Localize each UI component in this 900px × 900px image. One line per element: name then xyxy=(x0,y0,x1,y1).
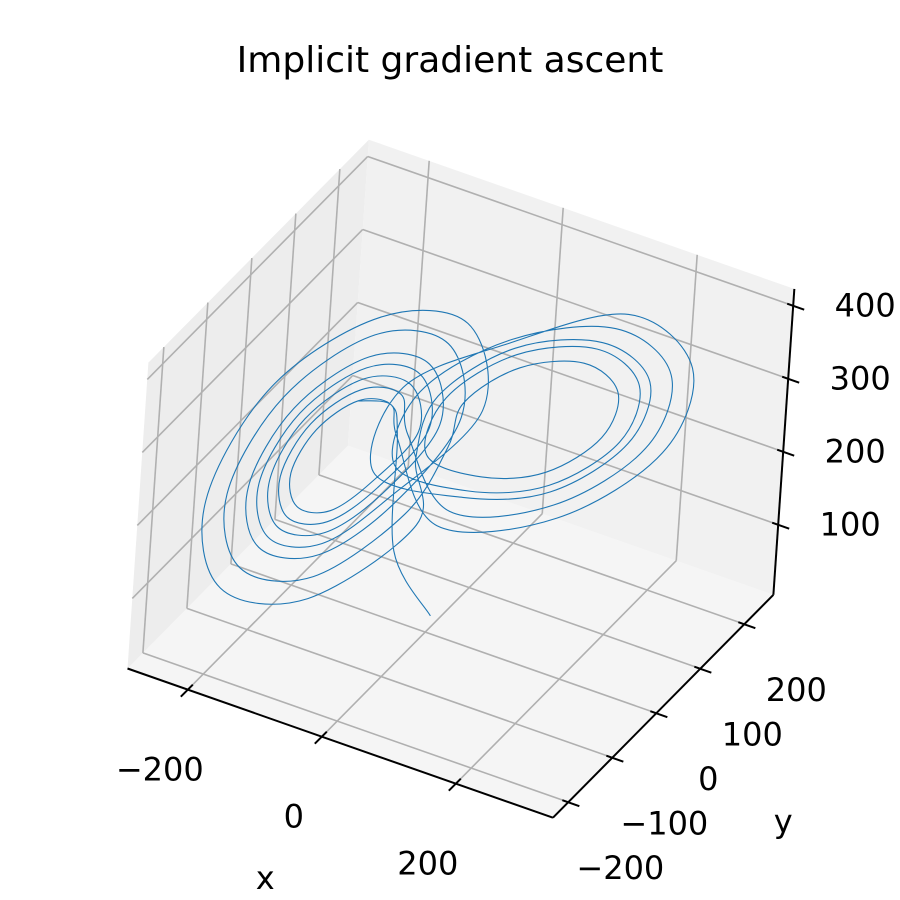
y-grid-line xyxy=(274,213,297,520)
trajectory xyxy=(201,309,695,617)
x-grid-line xyxy=(455,560,677,785)
y-grid-line xyxy=(142,347,165,653)
z-tick xyxy=(786,302,805,311)
z-tick-label: 100 xyxy=(820,506,881,544)
x-grid-line xyxy=(541,207,564,514)
y-tick-label: −100 xyxy=(620,805,708,843)
x-axis xyxy=(127,667,554,819)
y-axis-label: y xyxy=(774,802,793,840)
x-tick xyxy=(180,683,194,698)
z-grid-line xyxy=(362,228,789,380)
y-tick xyxy=(650,710,668,719)
x-tick xyxy=(448,777,462,792)
z-grid-line xyxy=(352,374,779,526)
x-axis-label: x xyxy=(256,859,275,897)
y-grid-line xyxy=(230,258,253,564)
z-grid-line xyxy=(141,228,364,453)
x-tick-label: −200 xyxy=(116,751,204,789)
z-grid-line xyxy=(357,301,784,453)
x-grid-line xyxy=(407,160,430,467)
z-grid-line xyxy=(136,301,359,526)
x-grid-line xyxy=(675,254,698,561)
y-grid-line xyxy=(186,302,209,609)
y-tick xyxy=(562,799,580,808)
x-grid-line xyxy=(321,513,543,738)
y-grid-line xyxy=(230,563,657,714)
plot-area xyxy=(201,309,695,617)
y-grid-line xyxy=(142,652,569,803)
y-grid-line xyxy=(186,607,613,759)
z-tick xyxy=(781,375,800,384)
z-axis xyxy=(772,288,796,595)
y-tick xyxy=(738,621,756,630)
z-grid-line xyxy=(367,155,794,307)
y-tick-label: −200 xyxy=(576,849,664,887)
y-grid-line xyxy=(274,518,701,670)
chart-title: Implicit gradient ascent xyxy=(237,40,664,81)
z-tick xyxy=(776,448,795,457)
y-tick xyxy=(606,754,624,763)
back-pane xyxy=(347,139,795,595)
y-axis xyxy=(552,594,775,819)
y-tick xyxy=(694,665,712,674)
z-grid-line xyxy=(146,155,369,380)
y-grid-line xyxy=(318,474,745,625)
z-tick xyxy=(771,521,790,530)
x-tick xyxy=(314,730,328,745)
y-tick-label: 200 xyxy=(766,671,827,709)
z-grid-line xyxy=(131,374,354,599)
x-tick-label: 0 xyxy=(284,798,304,836)
x-tick-label: 200 xyxy=(397,845,458,883)
z-tick-label: 400 xyxy=(835,287,896,325)
y-tick-label: 0 xyxy=(698,760,718,798)
z-tick-label: 200 xyxy=(825,433,886,471)
panes xyxy=(127,139,795,818)
left-pane xyxy=(127,139,369,669)
z-tick-label: 300 xyxy=(830,360,891,398)
y-tick-label: 100 xyxy=(722,716,783,754)
